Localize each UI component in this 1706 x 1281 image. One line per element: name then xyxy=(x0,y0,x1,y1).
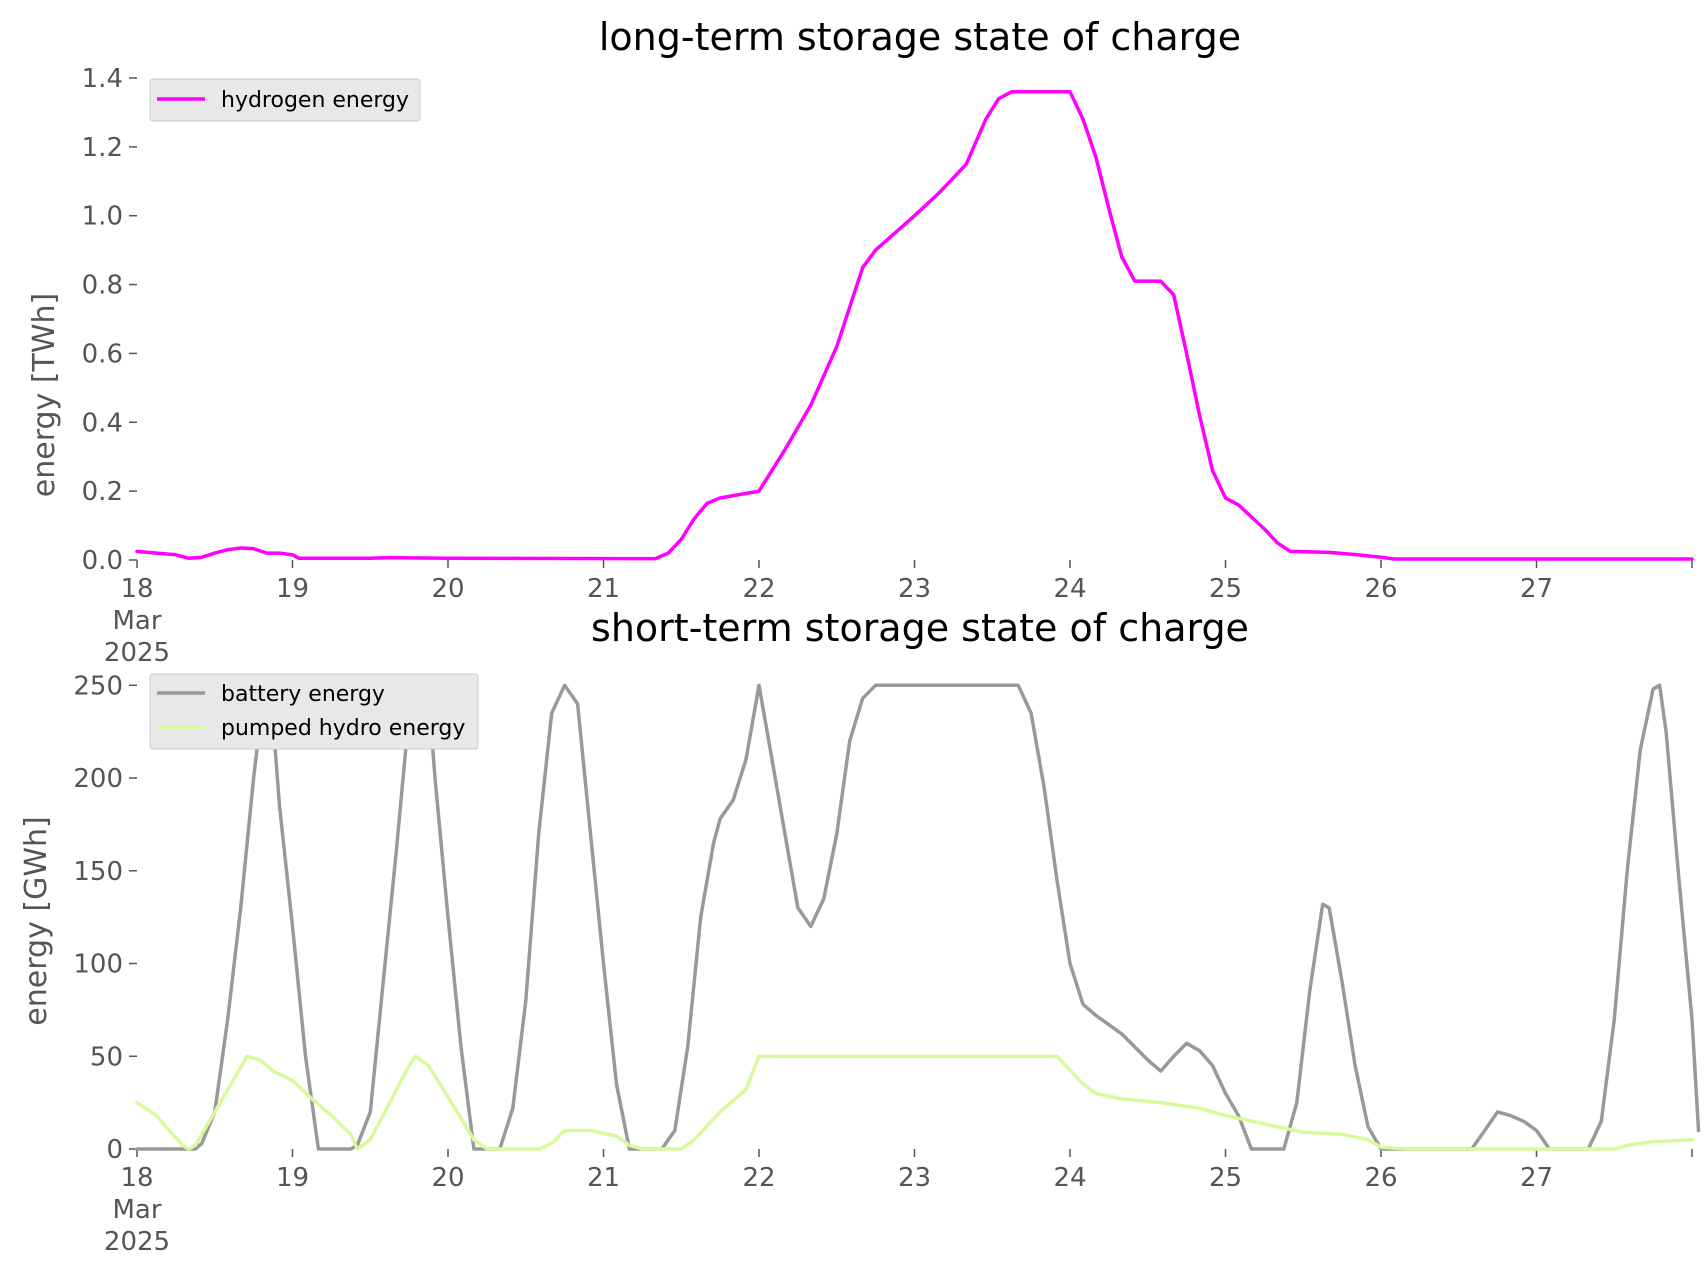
short-term-legend: battery energy pumped hydro energy xyxy=(149,673,479,750)
short-term-legend-box xyxy=(149,673,479,750)
short-term-y-tick-label: 50 xyxy=(90,1042,123,1072)
long-term-chart: long-term storage state of charge energy… xyxy=(27,15,1694,668)
short-term-y-tick-label: 200 xyxy=(73,764,123,794)
short-term-x-tick-label: 2025 xyxy=(104,1227,170,1257)
long-term-y-tick-label: 0.6 xyxy=(82,339,123,369)
long-term-series-line-hydrogen-energy xyxy=(135,90,1694,561)
long-term-y-tick-label: 1.0 xyxy=(82,202,123,232)
long-term-x-tick-label: Mar xyxy=(112,606,161,636)
short-term-x-tick-label: 21 xyxy=(587,1163,620,1193)
short-term-x-tick-label: 26 xyxy=(1364,1163,1397,1193)
short-term-chart-title: short-term storage state of charge xyxy=(591,606,1249,650)
legend-label-hydrogen: hydrogen energy xyxy=(221,88,409,113)
long-term-y-tick-label: 0.8 xyxy=(82,271,123,301)
long-term-y-tick-label: 0.4 xyxy=(82,408,123,438)
long-term-x-tick-label: 24 xyxy=(1053,574,1086,604)
long-term-legend: hydrogen energy xyxy=(149,78,421,122)
short-term-x-tick-label: 18 xyxy=(120,1163,153,1193)
short-term-x-tick-label: 19 xyxy=(276,1163,309,1193)
long-term-x-tick-label: 23 xyxy=(898,574,931,604)
long-term-x-tick-label: 25 xyxy=(1209,574,1242,604)
short-term-series-line-pumped-hydro-energy xyxy=(135,1054,1694,1151)
long-term-x-tick-label: 2025 xyxy=(104,638,170,668)
short-term-chart: short-term storage state of charge energ… xyxy=(19,606,1701,1257)
short-term-x-tick-label: Mar xyxy=(112,1195,161,1225)
long-term-y-tick-label: 1.2 xyxy=(82,133,123,163)
short-term-x-tick-label: 23 xyxy=(898,1163,931,1193)
legend-label-battery: battery energy xyxy=(221,682,385,707)
short-term-y-tick-label: 0 xyxy=(106,1135,123,1165)
short-term-x-tick-label: 25 xyxy=(1209,1163,1242,1193)
long-term-legend-box xyxy=(149,78,421,122)
long-term-y-tick-label: 1.4 xyxy=(82,64,123,94)
long-term-x-tick-label: 18 xyxy=(120,574,153,604)
long-term-series xyxy=(135,90,1694,561)
short-term-y-axis-label: energy [GWh] xyxy=(19,816,54,1025)
short-term-series-line-battery-energy xyxy=(135,683,1701,1151)
long-term-x-tick-label: 22 xyxy=(742,574,775,604)
long-term-x-tick-label: 26 xyxy=(1364,574,1397,604)
long-term-y-axis-label: energy [TWh] xyxy=(27,293,62,497)
legend-label-pumped-hydro: pumped hydro energy xyxy=(221,716,465,741)
short-term-y-tick-label: 150 xyxy=(73,857,123,887)
long-term-x-tick-label: 21 xyxy=(587,574,620,604)
short-term-x-tick-label: 20 xyxy=(431,1163,464,1193)
short-term-y-tick-label: 250 xyxy=(73,671,123,701)
long-term-x-tick-label: 20 xyxy=(431,574,464,604)
long-term-x-tick-label: 19 xyxy=(276,574,309,604)
short-term-x-tick-label: 24 xyxy=(1053,1163,1086,1193)
long-term-chart-title: long-term storage state of charge xyxy=(599,15,1241,59)
short-term-x-tick-label: 27 xyxy=(1520,1163,1553,1193)
short-term-y-tick-label: 100 xyxy=(73,950,123,980)
short-term-series xyxy=(135,683,1701,1151)
long-term-y-tick-label: 0.0 xyxy=(82,546,123,576)
short-term-x-tick-label: 22 xyxy=(742,1163,775,1193)
long-term-y-tick-label: 0.2 xyxy=(82,477,123,507)
long-term-x-tick-label: 27 xyxy=(1520,574,1553,604)
